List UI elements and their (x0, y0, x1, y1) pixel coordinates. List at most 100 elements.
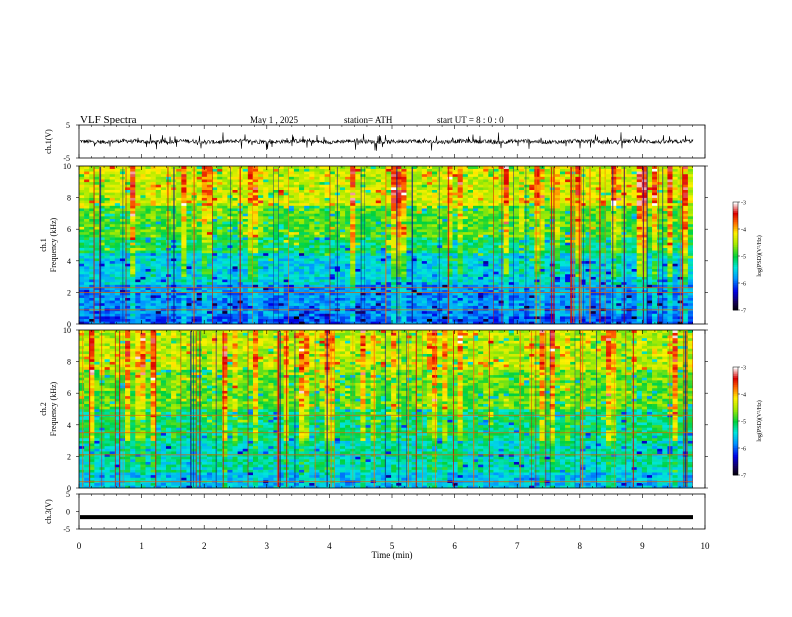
spectrogram-cell (458, 274, 463, 277)
spectrogram-cell (130, 237, 135, 240)
spectrogram-cell (319, 234, 324, 237)
spectrogram-cell (84, 311, 89, 314)
spectrogram-cell (519, 219, 524, 222)
spectrogram-cell (233, 229, 238, 232)
spectrogram-cell (555, 277, 560, 280)
spectrogram-cell (212, 306, 217, 309)
spectrogram-cell (432, 224, 437, 227)
spectrogram-cell (437, 240, 442, 243)
spectrogram-cell (453, 219, 458, 222)
spectrogram-cell (468, 261, 473, 264)
spectrogram-cell (186, 237, 191, 240)
spectrogram-cell (186, 279, 191, 282)
spectrogram-cell (463, 245, 468, 248)
spectrogram-cell (299, 245, 304, 248)
spectrogram-cell (253, 298, 258, 301)
spectrogram-cell (304, 250, 309, 253)
spectrogram-cell (534, 316, 539, 319)
spectrogram-cell (340, 295, 345, 298)
spectrogram-cell (156, 224, 161, 227)
spectrogram-cell (406, 274, 411, 277)
spectrogram-cell (376, 258, 381, 261)
spectrogram-cell (483, 319, 488, 322)
spectrogram-cell (626, 316, 631, 319)
spectrogram-cell (493, 319, 498, 322)
spectrogram-cell (632, 303, 637, 306)
spectrogram-cell (483, 227, 488, 230)
spectrogram-cell (673, 261, 678, 264)
spectrogram-cell (637, 306, 642, 309)
spectrogram-cell (652, 311, 657, 314)
spectrogram-cell (427, 216, 432, 219)
spectrogram-cell (294, 279, 299, 282)
spectrogram-cell (422, 237, 427, 240)
spectrogram-cell (319, 300, 324, 303)
spectrogram-cell (325, 269, 330, 272)
spectrogram-cell (140, 216, 145, 219)
spectrogram-cell (493, 311, 498, 314)
spectrogram-cell (493, 216, 498, 219)
spectrogram-cell (688, 282, 693, 285)
spectrogram-cell (227, 300, 232, 303)
spectrogram-cell (89, 242, 94, 245)
spectrogram-cell (330, 313, 335, 316)
spectrogram-cell (202, 261, 207, 264)
spectrogram-cell (427, 298, 432, 301)
spectrogram-cell (268, 216, 273, 219)
spectrogram-cell (202, 250, 207, 253)
spectrogram-cell (488, 242, 493, 245)
spectrogram-cell (340, 248, 345, 251)
spectrogram-cell (601, 274, 606, 277)
spectrogram-cell (637, 311, 642, 314)
spectrogram-cell (79, 300, 84, 303)
spectrogram-cell (463, 240, 468, 243)
spectrogram-cell (391, 229, 396, 232)
spectrogram-cell (422, 266, 427, 269)
spectrogram-cell (110, 221, 115, 224)
spectrogram-cell (330, 282, 335, 285)
spectrogram-cell (314, 313, 319, 316)
spectrogram-cell (345, 256, 350, 259)
spectrogram-cell (130, 229, 135, 232)
spectrogram-cell (463, 261, 468, 264)
spectrogram-cell (366, 277, 371, 280)
spectrogram-cell (391, 271, 396, 274)
spectrogram-cell (499, 224, 504, 227)
spectrogram-cell (565, 240, 570, 243)
spectrogram-cell (534, 282, 539, 285)
spectrogram-cell (258, 221, 263, 224)
spectrogram-cell (304, 266, 309, 269)
spectrogram-cell (560, 261, 565, 264)
spectrogram-cell (401, 221, 406, 224)
spectrogram-cell (166, 219, 171, 222)
spectrogram-cell (534, 219, 539, 222)
spectrogram-cell (386, 221, 391, 224)
spectrogram-cell (458, 216, 463, 219)
spectrogram-cell (524, 300, 529, 303)
spectrogram-cell (258, 216, 263, 219)
spectrogram-cell (222, 242, 227, 245)
spectrogram-cell (135, 221, 140, 224)
spectrogram-cell (555, 266, 560, 269)
spectrogram-cell (202, 263, 207, 266)
spectrogram-cell (233, 306, 238, 309)
spectrogram-cell (130, 253, 135, 256)
spectrogram-cell (647, 253, 652, 256)
spectrogram-cell (243, 229, 248, 232)
spectrogram-cell (427, 221, 432, 224)
spectrogram-cell (560, 237, 565, 240)
spectrogram-cell (217, 263, 222, 266)
spectrogram-cell (386, 311, 391, 314)
spectrogram-cell (616, 311, 621, 314)
spectrogram-cell (89, 250, 94, 253)
spectrogram-cell (499, 277, 504, 280)
spectrogram-cell (442, 250, 447, 253)
spectrogram-cell (140, 237, 145, 240)
spectrogram-cell (279, 295, 284, 298)
spectrogram-cell (463, 282, 468, 285)
spectrogram-cell (202, 224, 207, 227)
spectrogram-cell (279, 316, 284, 319)
spectrogram-cell (371, 232, 376, 235)
spectrogram-cell (268, 250, 273, 253)
